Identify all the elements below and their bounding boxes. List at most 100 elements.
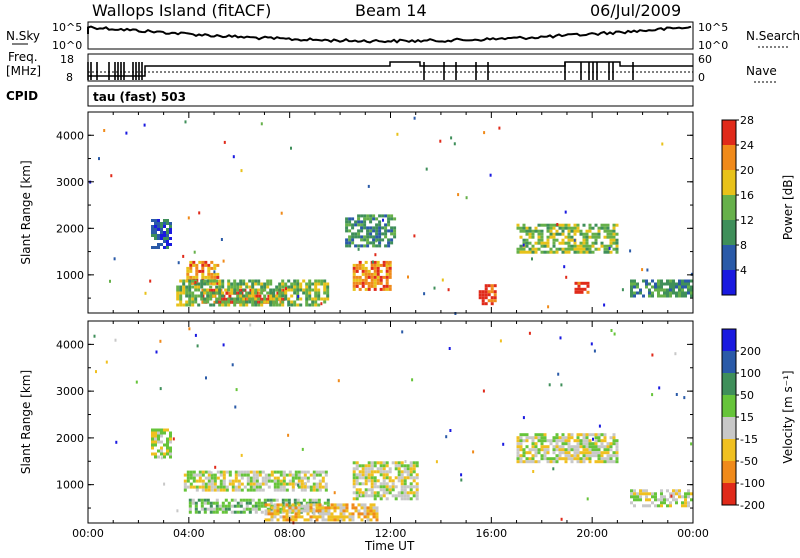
data-cell: [242, 498, 246, 502]
data-cell: [579, 247, 583, 251]
data-cell: [317, 279, 321, 283]
data-cell: [248, 510, 252, 514]
data-cell: [284, 297, 288, 301]
data-cell: [318, 503, 322, 507]
data-cell: [300, 482, 304, 486]
data-cell: [206, 507, 210, 511]
data-cell: [317, 291, 321, 295]
data-cell: [597, 439, 601, 443]
data-cell: [245, 498, 249, 502]
data-cell: [384, 244, 388, 248]
data-cell: [555, 238, 559, 242]
data-cell: [230, 288, 234, 292]
data-cell: [228, 482, 232, 486]
data-cell: [412, 461, 416, 465]
data-cell: [564, 223, 568, 227]
data-cell: [227, 501, 231, 505]
data-cell: [367, 488, 371, 492]
data-cell: [260, 501, 264, 505]
data-cell: [290, 282, 294, 286]
data-cell: [267, 518, 271, 522]
data-cell: [591, 448, 595, 452]
data-cell: [645, 285, 648, 289]
data-cell: [351, 217, 355, 221]
data-cell: [543, 436, 547, 440]
data-cell: [415, 497, 419, 501]
data-cell: [645, 492, 648, 496]
data-cell: [531, 247, 535, 251]
scatter-point: [532, 470, 535, 473]
data-cell: [579, 433, 583, 437]
data-cell: [570, 448, 574, 452]
data-cell: [537, 433, 541, 437]
data-cell: [558, 226, 562, 230]
colorbar-title: Power [dB]: [781, 175, 795, 240]
data-cell: [369, 241, 373, 245]
data-cell: [660, 279, 663, 283]
cpid-label: CPID: [6, 89, 38, 103]
data-cell: [672, 489, 675, 493]
data-cell: [534, 241, 538, 245]
data-cell: [361, 269, 365, 273]
data-cell: [342, 512, 346, 516]
data-cell: [546, 223, 550, 227]
data-cell: [663, 282, 666, 286]
data-cell: [522, 451, 526, 455]
colorbar-swatch: [722, 351, 736, 373]
data-cell: [400, 485, 404, 489]
data-cell: [379, 281, 383, 285]
data-cell: [387, 241, 391, 245]
scatter-point: [658, 386, 661, 390]
data-cell: [267, 473, 271, 477]
data-cell: [160, 428, 163, 432]
data-cell: [281, 282, 285, 286]
data-cell: [318, 512, 322, 516]
data-cell: [570, 445, 574, 449]
scatter-point: [423, 292, 426, 296]
data-cell: [255, 482, 259, 486]
data-cell: [373, 278, 377, 282]
data-cell: [600, 457, 604, 461]
data-cell: [606, 244, 610, 248]
data-cell: [306, 479, 310, 483]
data-cell: [312, 488, 316, 492]
data-cell: [308, 285, 312, 289]
data-cell: [267, 503, 271, 507]
data-cell: [385, 464, 389, 468]
data-cell: [163, 234, 166, 237]
colorbar-tick-label: 200: [740, 345, 761, 358]
data-cell: [209, 279, 213, 283]
data-cell: [580, 281, 584, 285]
data-cell: [633, 492, 636, 496]
data-cell: [361, 464, 365, 468]
scatter-point: [563, 265, 566, 269]
data-cell: [255, 479, 259, 483]
scatter-point: [113, 257, 116, 261]
data-cell: [355, 491, 359, 495]
data-cell: [369, 509, 373, 513]
scatter-point: [182, 254, 185, 258]
data-cell: [278, 294, 282, 298]
data-cell: [219, 300, 223, 304]
freq-bars: [87, 62, 634, 80]
data-cell: [336, 506, 340, 510]
data-cell: [297, 485, 301, 489]
data-cell: [227, 303, 231, 307]
data-cell: [612, 454, 616, 458]
data-cell: [687, 501, 690, 505]
data-cell: [373, 470, 377, 474]
data-cell: [684, 294, 687, 298]
data-cell: [600, 244, 604, 248]
colorbar-swatch: [722, 329, 736, 351]
data-cell: [352, 497, 356, 501]
data-cell: [294, 515, 298, 519]
data-cell: [192, 275, 196, 279]
data-cell: [225, 485, 229, 489]
data-cell: [375, 229, 379, 233]
data-cell: [189, 476, 193, 480]
data-cell: [276, 512, 280, 516]
data-cell: [609, 442, 613, 446]
data-cell: [516, 250, 520, 254]
data-cell: [266, 507, 270, 511]
data-cell: [612, 439, 616, 443]
